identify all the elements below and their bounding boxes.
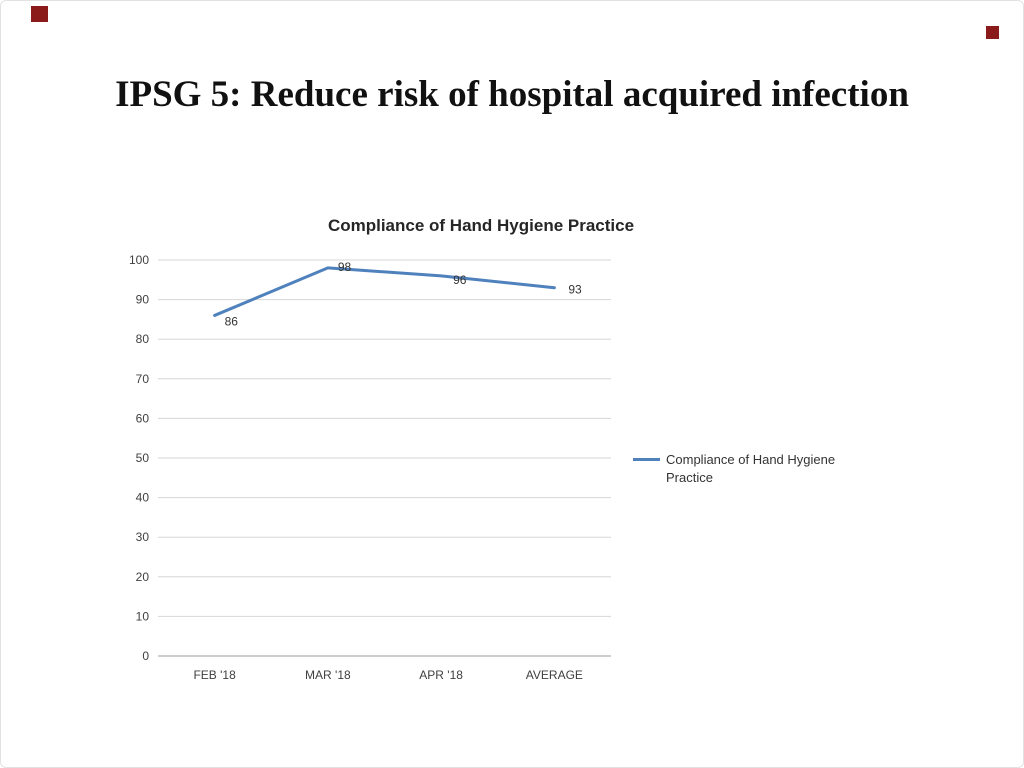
y-tick-label: 80 <box>136 332 150 346</box>
legend-label: Compliance of Hand Hygiene Practice <box>666 452 836 485</box>
x-tick-label: APR '18 <box>419 668 463 682</box>
x-tick-label: MAR '18 <box>305 668 351 682</box>
data-label: 86 <box>225 314 239 328</box>
legend-line-swatch <box>633 458 660 461</box>
data-label: 98 <box>338 260 352 274</box>
y-tick-label: 100 <box>129 253 149 267</box>
y-tick-label: 90 <box>136 293 150 307</box>
series-line <box>213 266 556 317</box>
y-tick-label: 30 <box>136 530 150 544</box>
y-tick-label: 20 <box>136 570 150 584</box>
corner-accent-top-left <box>31 6 48 22</box>
corner-accent-top-right <box>986 26 999 39</box>
data-label: 93 <box>568 283 582 297</box>
slide-title: IPSG 5: Reduce risk of hospital acquired… <box>115 74 909 115</box>
y-tick-label: 70 <box>136 372 150 386</box>
y-tick-label: 0 <box>142 649 149 663</box>
x-tick-label: AVERAGE <box>526 668 583 682</box>
y-tick-label: 40 <box>136 491 150 505</box>
data-label: 96 <box>453 273 467 287</box>
x-tick-label: FEB '18 <box>193 668 236 682</box>
y-tick-label: 10 <box>136 609 150 623</box>
y-tick-label: 60 <box>136 411 150 425</box>
y-tick-label: 50 <box>136 451 150 465</box>
chart-title: Compliance of Hand Hygiene Practice <box>327 216 635 235</box>
chart-legend: Compliance of Hand Hygiene Practice <box>633 451 848 486</box>
